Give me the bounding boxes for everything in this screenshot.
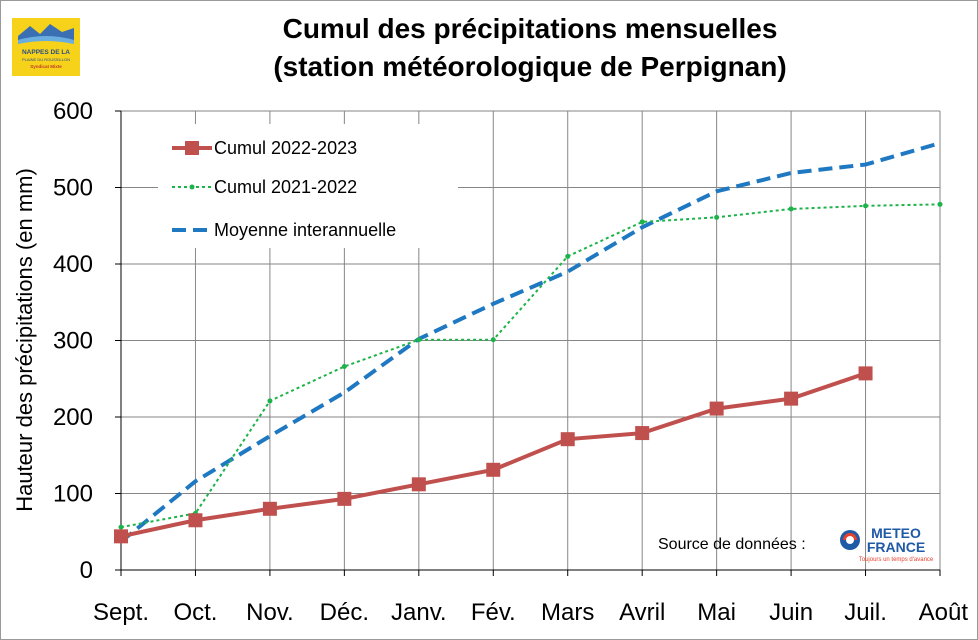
data-point-cumul-2022-2023 xyxy=(858,366,873,381)
chart-title: Cumul des précipitations mensuelles (sta… xyxy=(150,10,910,86)
axes xyxy=(115,110,941,576)
meteo-logo-line1: METEO xyxy=(871,525,921,541)
data-point-cumul-2022-2023 xyxy=(114,529,128,544)
data-point-cumul-2021-2022 xyxy=(639,219,645,225)
x-tick-label: Sept. xyxy=(93,599,149,626)
data-point-cumul-2021-2022 xyxy=(490,337,496,343)
data-point-cumul-2021-2022 xyxy=(714,214,720,220)
series-line-cumul-2021-2022 xyxy=(120,203,941,529)
y-tick-label: 400 xyxy=(53,251,93,278)
data-point-cumul-2022-2023 xyxy=(411,477,426,492)
x-tick-label: Août xyxy=(919,599,969,626)
data-point-cumul-2021-2022 xyxy=(118,524,124,530)
data-point-cumul-2021-2022 xyxy=(788,206,794,212)
y-axis-label: Hauteur des précipitations (en mm) xyxy=(12,168,37,512)
legend-marker-cumul-2022-2023 xyxy=(185,141,199,155)
y-tick-label: 100 xyxy=(53,481,93,508)
x-tick-label: Nov. xyxy=(246,599,294,626)
data-point-cumul-2022-2023 xyxy=(635,426,650,441)
meteo-france-logo: METEO FRANCE Toujours un temps d'avance xyxy=(838,522,938,564)
x-tick-label: Oct. xyxy=(173,599,217,626)
legend: Cumul 2022-2023 Cumul 2021-2022 Moyenne … xyxy=(158,124,458,248)
data-point-cumul-2021-2022 xyxy=(937,201,943,207)
data-point-cumul-2022-2023 xyxy=(188,513,203,528)
x-tick-label: Avril xyxy=(619,599,665,626)
data-point-cumul-2022-2023 xyxy=(486,462,501,477)
series-group xyxy=(114,141,943,544)
chart-title-line2: (station météorologique de Perpignan) xyxy=(273,51,787,82)
source-label: Source de données : xyxy=(658,536,806,553)
data-point-cumul-2022-2023 xyxy=(709,401,724,416)
meteo-logo-tagline: Toujours un temps d'avance xyxy=(859,557,934,563)
y-tick-label: 300 xyxy=(53,328,93,355)
x-tick-label: Juin xyxy=(769,599,813,626)
x-tick-label: Mai xyxy=(697,599,736,626)
data-point-cumul-2021-2022 xyxy=(416,337,422,343)
y-tick-labels: 0 100 200 300 400 500 600 xyxy=(53,98,93,584)
syndicat-logo-graphic: NAPPES DE LA PLAINE DU ROUSSILLON Syndic… xyxy=(18,24,74,69)
logo-line2: PLAINE DU ROUSSILLON xyxy=(22,57,70,62)
data-point-cumul-2021-2022 xyxy=(341,364,347,370)
x-tick-label: Mars xyxy=(541,599,594,626)
chart-title-line1: Cumul des précipitations mensuelles xyxy=(282,13,778,44)
data-point-cumul-2022-2023 xyxy=(560,432,575,447)
y-tick-label: 600 xyxy=(53,98,93,125)
data-point-cumul-2022-2023 xyxy=(262,501,277,516)
meteo-france-logo-graphic: METEO FRANCE Toujours un temps d'avance xyxy=(840,525,934,563)
data-point-cumul-2021-2022 xyxy=(863,203,869,209)
x-tick-label: Déc. xyxy=(320,599,369,626)
legend-label-cumul-2021-2022: Cumul 2021-2022 xyxy=(214,177,357,197)
x-tick-labels: Sept. Oct. Nov. Déc. Janv. Fév. Mars Avril Mai Ju… xyxy=(93,599,968,626)
y-tick-label: 0 xyxy=(80,557,93,584)
y-tick-label: 500 xyxy=(53,175,93,202)
data-point-cumul-2022-2023 xyxy=(337,491,352,506)
legend-label-cumul-2022-2023: Cumul 2022-2023 xyxy=(214,138,357,158)
meteo-logo-line2: FRANCE xyxy=(867,539,925,555)
logo-line1: NAPPES DE LA xyxy=(22,49,70,56)
x-tick-label: Janv. xyxy=(391,599,447,626)
x-tick-label: Juil. xyxy=(844,599,887,626)
data-point-cumul-2021-2022 xyxy=(267,398,273,404)
data-point-cumul-2021-2022 xyxy=(565,253,571,259)
logo-line3: Syndicat Mixte xyxy=(30,64,62,69)
y-tick-label: 200 xyxy=(53,404,93,431)
data-point-cumul-2022-2023 xyxy=(784,391,799,406)
x-tick-label: Fév. xyxy=(471,599,516,626)
legend-label-moyenne: Moyenne interannuelle xyxy=(214,220,396,240)
legend-marker-cumul-2021-2022 xyxy=(189,184,195,190)
syndicat-logo: NAPPES DE LA PLAINE DU ROUSSILLON Syndic… xyxy=(12,18,80,76)
series-line-moyenne xyxy=(119,141,941,544)
